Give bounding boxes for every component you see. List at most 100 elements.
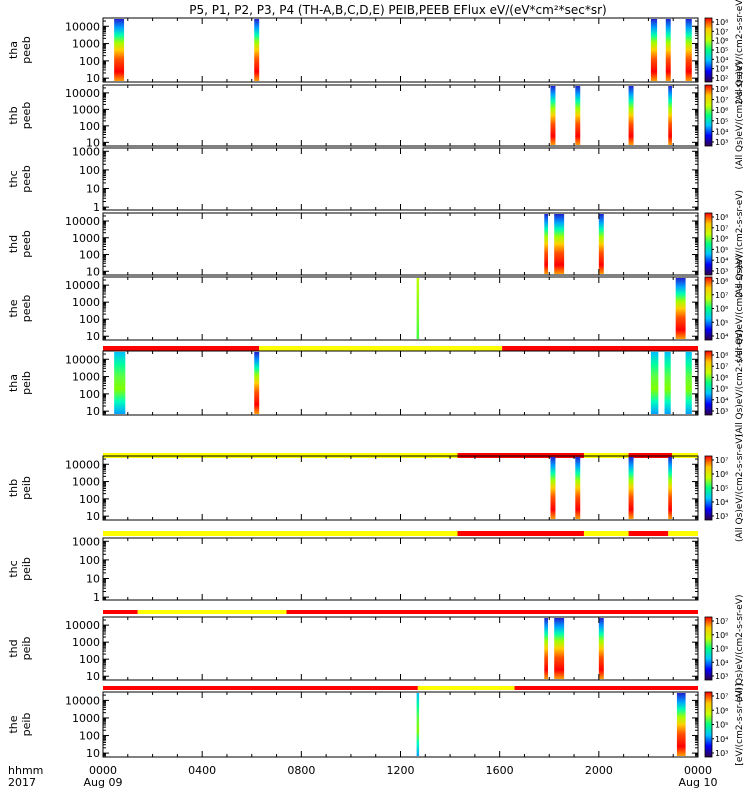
mode-bar-segment (103, 686, 418, 690)
time-tick-label: 0000 (684, 764, 712, 777)
y-label: tha (7, 374, 20, 392)
y-label: the (7, 299, 20, 317)
y-tick-label: 100 (79, 730, 100, 743)
y-tick-label: 1000 (72, 145, 100, 158)
spectrogram-burst (628, 86, 634, 145)
colorbar-tick-label: 10⁶ (715, 305, 728, 314)
y-label: peeb (20, 165, 33, 193)
chart-title: P5, P1, P2, P3, P4 (TH-A,B,C,D,E) PEIB,P… (189, 3, 606, 17)
time-tick-label: 0800 (287, 764, 315, 777)
spectrogram-burst (254, 19, 260, 81)
panel-frame (102, 691, 699, 758)
panel-frame (102, 455, 699, 521)
spectrogram-burst (668, 86, 672, 145)
mode-bar-segment (628, 531, 669, 536)
colorbar-tick-label: 10³ (715, 138, 728, 147)
colorbar-tick-label: 10⁶ (715, 631, 728, 640)
spectrogram-burst (544, 214, 549, 274)
y-tick-label: 10000 (65, 20, 100, 33)
spectrogram-burst (598, 618, 604, 679)
colorbar-tick-label: 10⁵ (715, 721, 728, 730)
colorbar (704, 212, 713, 276)
colorbar-tick-label: 10⁶ (715, 706, 728, 715)
y-tick-label: 10 (86, 405, 100, 418)
colorbar-tick-label: 10⁵ (715, 46, 728, 55)
colorbar-tick-label: 10⁶ (715, 106, 728, 115)
spectrogram-burst (550, 457, 556, 519)
spectrogram-burst (598, 214, 604, 274)
colorbar-label: [eV/(cm2-s-sr-eV)] (735, 683, 745, 765)
mode-bar-segment (137, 610, 287, 614)
y-label: peib (20, 637, 33, 661)
y-label: peeb (20, 230, 33, 258)
colorbar-tick-label: 10⁷ (715, 27, 728, 36)
colorbar-tick-label: 10⁶ (715, 235, 728, 244)
colorbar-tick-label: 10³ (715, 672, 728, 681)
y-tick-label: 10 (86, 183, 100, 196)
mode-bar-segment (514, 686, 698, 690)
y-tick-label: 10 (86, 510, 100, 523)
y-tick-label: 10000 (65, 458, 100, 471)
time-tick-date: Aug 09 (84, 776, 123, 789)
y-tick-label: 10 (86, 330, 100, 343)
spectrogram-burst (416, 278, 420, 339)
y-tick-label: 10 (86, 136, 100, 149)
colorbar-tick-label: 10⁴ (715, 55, 728, 64)
colorbar-tick-label: 10⁵ (715, 645, 728, 654)
mode-bar-segment (103, 610, 138, 614)
time-tick-label: 2000 (585, 764, 613, 777)
panel-frame (102, 147, 699, 211)
colorbar-tick-label: 10⁸ (715, 277, 728, 286)
y-label: peeb (20, 295, 33, 323)
spectrogram-burst (416, 693, 420, 756)
spectrogram-burst (665, 19, 671, 81)
spectrogram-burst (628, 457, 634, 519)
y-tick-label: 10 (86, 747, 100, 760)
panel-frame (102, 17, 699, 83)
spectrogram-burst (675, 278, 686, 339)
time-tick-label: 1200 (387, 764, 415, 777)
colorbar-label: (All Qs)eV/(cm2-s-sr-eV) (735, 255, 745, 363)
y-tick-label: 1000 (72, 296, 100, 309)
colorbar-tick-label: 10⁵ (715, 318, 728, 327)
y-tick-label: 10000 (65, 619, 100, 632)
panel-the-peib: 10 100 1000 10000 the peib 10³ 10⁴ 10⁵ 10⁶ 10⁷ [eV/… (7, 683, 745, 765)
colorbar-tick-label: 10⁴ (715, 396, 728, 405)
colorbar (704, 350, 713, 416)
y-tick-label: 100 (79, 493, 100, 506)
y-tick-label: 1000 (72, 636, 100, 649)
spectrogram-burst (650, 352, 659, 414)
colorbar-tick-label: 10⁸ (715, 213, 728, 222)
mode-bar-segment (583, 531, 629, 536)
spectrogram-burst (650, 19, 658, 81)
y-label: thd (7, 235, 20, 253)
y-tick-label: 10000 (65, 694, 100, 707)
time-axis-year-label: 2017 (8, 776, 36, 789)
mode-bar-segment (668, 531, 698, 536)
y-label: thb (7, 106, 20, 124)
colorbar-tick-label: 10⁷ (715, 362, 728, 371)
time-tick-label: 0000 (89, 764, 117, 777)
panel-frame (102, 537, 699, 601)
colorbar-label: (All Qs)eV/(cm2-s-sr-eV) (735, 0, 745, 104)
spectrogram-burst (664, 352, 671, 414)
panel-frame (102, 276, 699, 341)
mode-bar-segment (103, 531, 458, 536)
spectrogram-burst (254, 352, 260, 414)
colorbar (704, 691, 713, 758)
y-tick-label: 100 (79, 388, 100, 401)
mode-bar-segment (457, 531, 584, 536)
colorbar-tick-label: 10⁷ (715, 291, 728, 300)
y-tick-label: 10000 (65, 215, 100, 228)
colorbar-tick-label: 10⁴ (715, 735, 728, 744)
colorbar-tick-label: 10⁶ (715, 373, 728, 382)
colorbar-label: (All Qs)eV/(cm2-s-sr-eV) (735, 190, 745, 298)
colorbar-tick-label: 10³ (715, 267, 728, 276)
y-label: thb (7, 479, 20, 497)
y-label: peib (20, 371, 33, 395)
y-tick-label: 100 (79, 120, 100, 133)
colorbar-tick-label: 10⁴ (715, 658, 728, 667)
